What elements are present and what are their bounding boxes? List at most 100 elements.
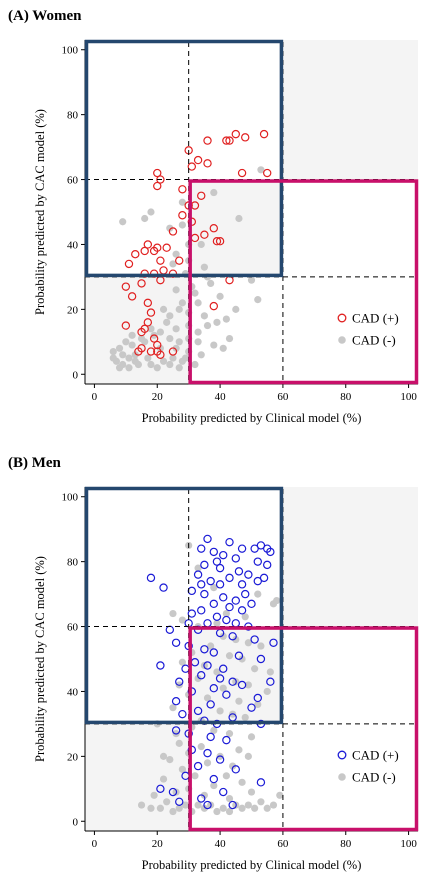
data-point-cad-negative (235, 697, 243, 705)
highlight-box-upper-left (84, 486, 284, 725)
data-point-cad-negative (159, 357, 168, 365)
data-point-cad-negative (247, 276, 256, 284)
data-point-cad-negative (166, 756, 174, 764)
data-point-cad-negative (131, 351, 139, 359)
data-point-cad-positive (241, 133, 250, 142)
y-tick-label: 40 (67, 239, 79, 251)
data-point-cad-positive (200, 645, 209, 654)
data-point-cad-negative (238, 804, 246, 812)
x-tick-label: 0 (92, 391, 98, 403)
data-point-cad-positive (250, 635, 259, 644)
x-tick-label: 60 (277, 391, 289, 403)
data-point-cad-positive (234, 651, 244, 660)
y-tick-label: 60 (67, 622, 79, 634)
data-point-cad-positive (181, 664, 190, 673)
data-point-cad-positive (209, 224, 219, 233)
data-point-cad-negative (166, 360, 174, 369)
data-point-cad-positive (263, 560, 272, 570)
x-tick-label: 40 (215, 838, 227, 850)
data-point-cad-negative (115, 344, 124, 352)
y-tick-label: 80 (67, 110, 79, 122)
data-point-cad-negative (238, 655, 246, 663)
data-point-cad-positive (259, 129, 269, 139)
data-point-cad-negative (232, 305, 240, 313)
data-point-cad-negative (172, 286, 180, 294)
y-tick-label: 60 (67, 175, 79, 187)
data-point-cad-negative (203, 694, 212, 702)
data-point-cad-negative (257, 642, 265, 650)
legend-marker-cad-negative (338, 773, 346, 781)
data-point-cad-positive (269, 638, 278, 647)
data-point-cad-negative (169, 260, 177, 268)
data-point-cad-negative (232, 635, 240, 644)
data-point-cad-negative (178, 658, 186, 666)
data-point-cad-negative (247, 788, 256, 796)
series-cad-positive (121, 129, 272, 359)
data-point-cad-negative (169, 704, 177, 712)
data-point-cad-negative (235, 214, 243, 223)
panel-title-women: (A) Women (8, 8, 82, 24)
data-point-cad-positive (121, 282, 131, 291)
data-point-cad-positive (231, 765, 240, 774)
data-point-cad-positive (187, 162, 197, 171)
highlight-box-upper-left (84, 39, 284, 278)
legend-label-cad-negative: CAD (-) (352, 770, 396, 785)
y-tick-label: 100 (62, 45, 79, 57)
data-point-cad-negative (156, 804, 164, 812)
data-point-cad-negative (131, 357, 139, 365)
data-point-cad-negative (222, 315, 230, 323)
data-point-cad-positive (247, 703, 256, 712)
data-point-cad-positive (209, 599, 219, 609)
data-point-cad-positive (153, 181, 162, 191)
data-point-cad-positive (175, 797, 184, 806)
women-scatter-plot: 0 20 40 60 80 100 0 20 40 60 80 100 Probability pred… (33, 39, 419, 425)
data-point-cad-negative (200, 791, 208, 799)
data-point-cad-negative (197, 240, 205, 249)
panel-title-men: (B) Men (8, 455, 61, 471)
data-point-cad-positive (165, 625, 175, 634)
data-point-cad-positive (253, 557, 262, 566)
data-point-cad-positive (124, 259, 134, 269)
data-point-cad-negative (128, 331, 136, 339)
series-cad-positive (146, 534, 278, 810)
data-point-cad-positive (244, 570, 253, 579)
data-point-cad-positive (266, 677, 275, 686)
legend-marker-cad-positive (337, 313, 347, 323)
legend-label-cad-positive: CAD (+) (352, 748, 399, 763)
data-point-cad-negative (150, 791, 158, 799)
data-point-cad-positive (263, 168, 272, 178)
data-point-cad-positive (156, 784, 165, 794)
data-point-cad-positive (121, 321, 131, 330)
data-point-cad-positive (209, 774, 219, 784)
data-point-cad-positive (231, 129, 240, 139)
data-point-cad-negative (147, 804, 155, 812)
data-point-cad-negative (194, 801, 202, 809)
data-point-cad-positive (231, 619, 240, 628)
data-point-cad-negative (166, 334, 174, 343)
data-point-cad-positive (206, 576, 215, 586)
y-tick-label: 0 (73, 816, 79, 828)
data-point-cad-negative (216, 292, 224, 300)
data-point-cad-negative (210, 341, 218, 349)
data-point-cad-negative (153, 364, 161, 372)
data-point-cad-negative (276, 791, 284, 799)
data-point-cad-positive (212, 237, 222, 246)
data-point-cad-negative (119, 351, 127, 359)
data-point-cad-negative (178, 616, 186, 624)
data-point-cad-positive (168, 787, 178, 797)
data-point-cad-positive (215, 580, 225, 589)
data-point-cad-positive (209, 648, 219, 657)
legend-label-cad-positive: CAD (+) (352, 311, 399, 326)
data-point-cad-negative (172, 250, 180, 258)
data-point-cad-positive (256, 541, 266, 550)
y-axis-title: Probability predicted by CAC model (%) (33, 109, 47, 315)
data-point-cad-positive (178, 709, 187, 719)
data-point-cad-negative (172, 344, 180, 352)
data-point-cad-negative (175, 305, 183, 313)
data-point-cad-negative (109, 347, 117, 356)
data-point-cad-positive (127, 292, 137, 301)
data-point-cad-negative (194, 564, 202, 572)
y-tick-label: 20 (67, 751, 79, 763)
data-point-cad-positive (219, 664, 228, 673)
data-point-cad-positive (178, 185, 187, 194)
